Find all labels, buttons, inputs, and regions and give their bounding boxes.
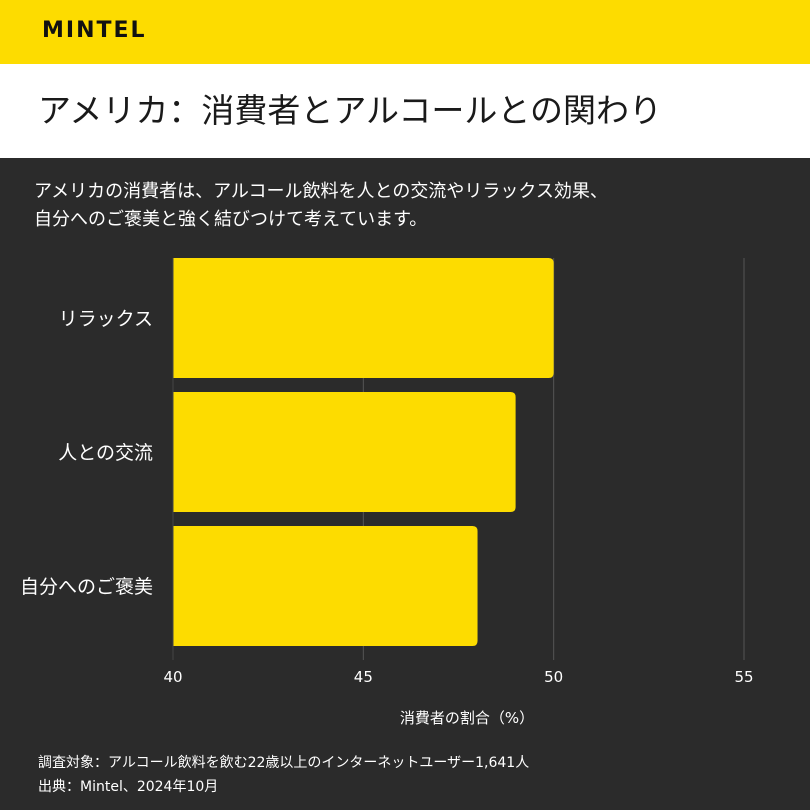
x-tick-label: 40 [163,668,182,686]
source-note: 出典：Mintel、2024年10月 [38,779,219,795]
mintel-logo: MINTEL [42,18,147,43]
subtitle-line-2: 自分へのご褒美と強く結びつけて考えています。 [34,209,428,230]
category-label: 自分へのご褒美 [20,576,153,598]
x-axis-label: 消費者の割合（%） [400,709,534,727]
survey-note: 調査対象：アルコール飲料を飲む22歳以上のインターネットユーザー1,641人 [38,755,530,771]
category-label: 人との交流 [58,442,153,464]
bar [173,258,554,378]
x-tick-label: 45 [354,668,373,686]
category-label: リラックス [59,308,153,330]
x-tick-label: 55 [734,668,753,686]
bar [173,526,478,646]
brand-bar: MINTEL [0,0,810,64]
chart-subtitle: アメリカの消費者は、アルコール飲料を人との交流やリラックス効果、 自分へのご褒美… [34,178,784,234]
subtitle-line-1: アメリカの消費者は、アルコール飲料を人との交流やリラックス効果、 [34,181,608,202]
footer: 調査対象：アルコール飲料を飲む22歳以上のインターネットユーザー1,641人 出… [38,751,529,799]
page-title: アメリカ：消費者とアルコールとの関わり [38,91,663,130]
bar [173,392,516,512]
x-tick-label: 50 [544,668,563,686]
title-band: アメリカ：消費者とアルコールとの関わり [0,64,810,158]
